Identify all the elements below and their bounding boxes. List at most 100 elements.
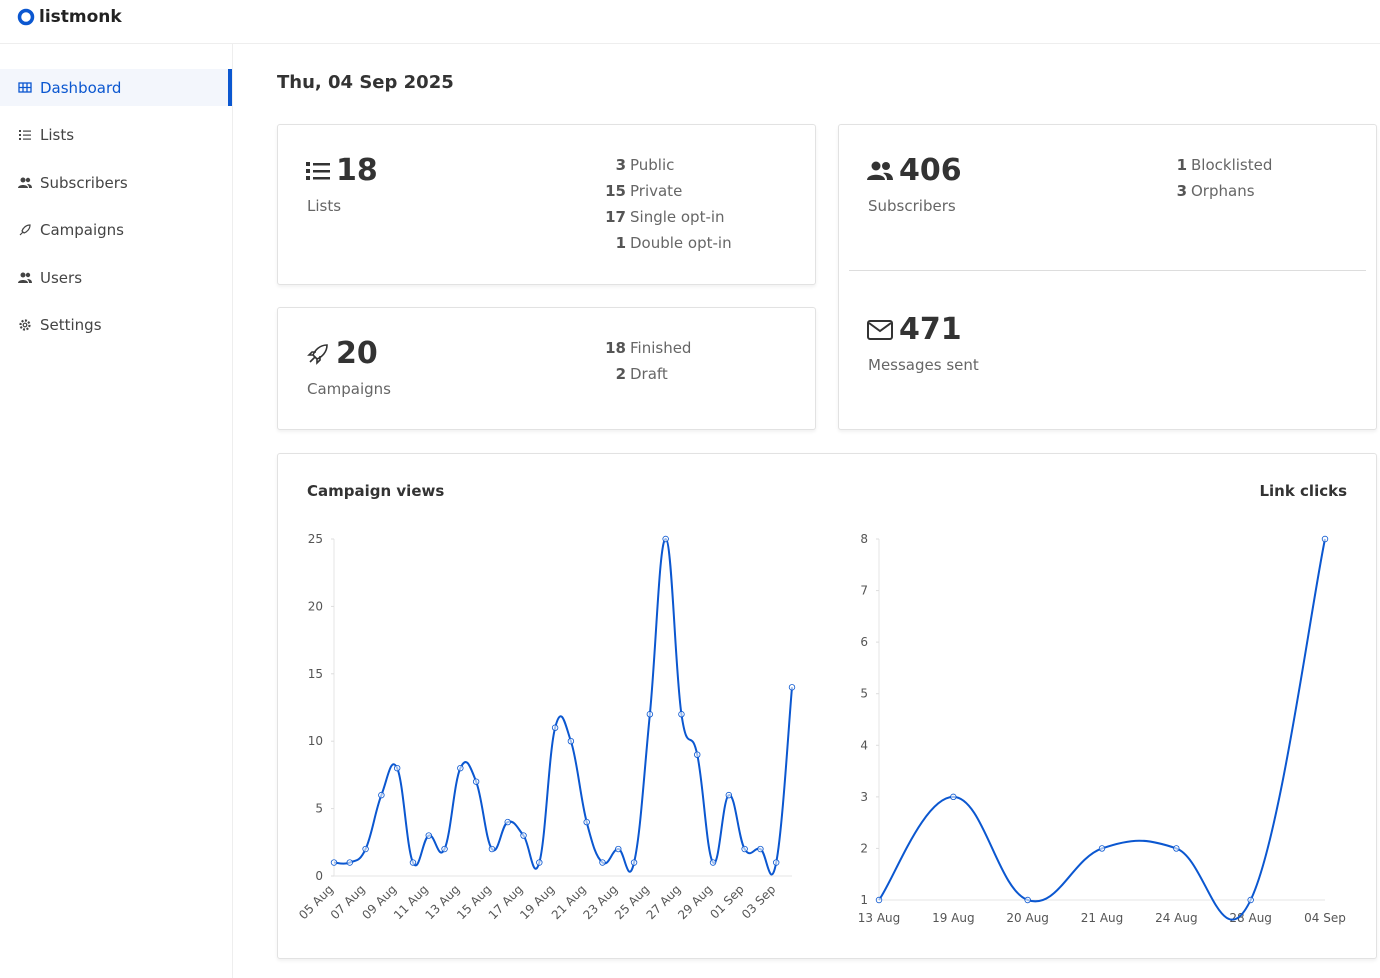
nav-item[interactable]: Users: [0, 259, 232, 296]
count: 406: [899, 153, 962, 188]
breakdown-value: 15: [605, 182, 626, 200]
point: [472, 778, 480, 785]
breakdown-label: Private: [630, 182, 683, 200]
messages-count: 471: [867, 312, 962, 347]
breakdown-value: 1: [1176, 156, 1187, 174]
point: [536, 859, 543, 866]
icon: [306, 161, 330, 180]
x-tick-label: 17 Aug: [486, 882, 526, 922]
breakdown-row: 17 Single opt-in: [596, 204, 732, 230]
icon: [867, 319, 893, 340]
point: [1098, 845, 1106, 852]
x-tick-label: 09 Aug: [359, 882, 399, 922]
nav-item[interactable]: Lists: [0, 116, 232, 153]
point: [725, 791, 733, 799]
x-tick-label: 29 Aug: [675, 882, 715, 922]
x-tick-label: 07 Aug: [328, 882, 368, 922]
date: Thu, 04 Sep 2025: [277, 72, 454, 93]
point: [425, 832, 432, 839]
nav-icon: [19, 129, 31, 140]
nav-item[interactable]: Campaigns: [0, 211, 232, 248]
breakdown-row: 1 Double opt-in: [596, 230, 732, 256]
breakdown-value: 1: [615, 234, 626, 252]
count: 471: [899, 312, 962, 347]
y-tick-label: 0: [315, 869, 323, 883]
point: [646, 711, 654, 718]
icon: [307, 343, 328, 365]
subscribers-label: Subscribers: [868, 197, 956, 215]
nav-item[interactable]: Settings: [0, 306, 232, 343]
y-tick-label: 5: [315, 802, 323, 816]
nav-icon: [19, 318, 31, 331]
x-tick-label: 15 Aug: [454, 882, 494, 922]
y-tick-label: 20: [308, 599, 323, 613]
point: [599, 859, 606, 866]
point: [330, 859, 338, 866]
y-tick-label: 2: [860, 841, 868, 855]
breakdown-value: 3: [615, 156, 626, 174]
count: 18: [336, 153, 378, 188]
breakdown-value: 3: [1176, 182, 1187, 200]
sidebar: [0, 44, 233, 978]
y-tick-label: 10: [308, 734, 323, 748]
point: [567, 738, 575, 745]
x-tick-label: 13 Aug: [423, 882, 463, 922]
x-tick-label: 19 Aug: [932, 911, 975, 925]
point: [1247, 896, 1254, 904]
x-tick-label: 05 Aug: [296, 882, 336, 922]
point: [950, 793, 957, 801]
breakdown-row: 3 Public: [596, 152, 732, 178]
breakdown: 3 Public 15 Private 17 Single opt-in 1 Double o…: [596, 152, 732, 256]
nav-item[interactable]: Dashboard: [0, 69, 232, 106]
point: [630, 859, 638, 866]
point: [457, 764, 464, 772]
point: [441, 845, 448, 853]
point: [551, 724, 559, 731]
point: [709, 859, 717, 866]
breakdown: 18 Finished 2 Draft: [596, 335, 691, 387]
point: [393, 764, 401, 772]
point: [662, 535, 669, 543]
x-tick-label: 11 Aug: [391, 882, 431, 922]
x-tick-label: 28 Aug: [1229, 911, 1272, 925]
breakdown-label: Blocklisted: [1191, 156, 1273, 174]
point: [409, 859, 417, 866]
nav-label: Subscribers: [40, 173, 128, 192]
brand[interactable]: listmonk: [17, 7, 122, 27]
messages-label: Messages sent: [868, 356, 979, 374]
point: [362, 845, 369, 853]
y-tick-label: 7: [860, 584, 868, 598]
point: [773, 859, 780, 866]
charts-card: [277, 453, 1377, 959]
x-tick-label: 27 Aug: [644, 882, 684, 922]
nav-label: Campaigns: [40, 220, 125, 239]
breakdown-label: Orphans: [1191, 182, 1255, 200]
nav-icon: [19, 223, 31, 235]
nav-label: Settings: [40, 315, 102, 334]
point: [788, 684, 796, 691]
point: [694, 751, 701, 758]
campaigns-card: 20 Campaigns 18 Finished 2 Draft: [277, 307, 816, 430]
chart-title: Campaign views: [307, 482, 444, 500]
y-tick-label: 8: [860, 532, 868, 546]
point: [504, 818, 511, 826]
point: [741, 845, 748, 853]
nav-item[interactable]: Subscribers: [0, 164, 232, 201]
point: [378, 791, 385, 799]
breakdown-row: 2 Draft: [596, 361, 691, 387]
y-tick-label: 4: [860, 738, 868, 752]
nav-icon: [18, 272, 32, 283]
point: [1321, 535, 1329, 543]
x-tick-label: 24 Aug: [1155, 911, 1198, 925]
subscribers-card: 406 Subscribers 1 Blocklisted 3 Orphans 471…: [838, 124, 1377, 430]
nav-label: Dashboard: [40, 78, 122, 97]
point: [875, 896, 883, 904]
y-tick-label: 1: [860, 893, 868, 907]
point: [678, 711, 685, 718]
y-tick-label: 6: [860, 635, 868, 649]
logo: [17, 8, 35, 26]
y-tick-label: 3: [860, 790, 868, 804]
x-tick-label: 21 Aug: [549, 882, 589, 922]
divider: [849, 270, 1366, 271]
